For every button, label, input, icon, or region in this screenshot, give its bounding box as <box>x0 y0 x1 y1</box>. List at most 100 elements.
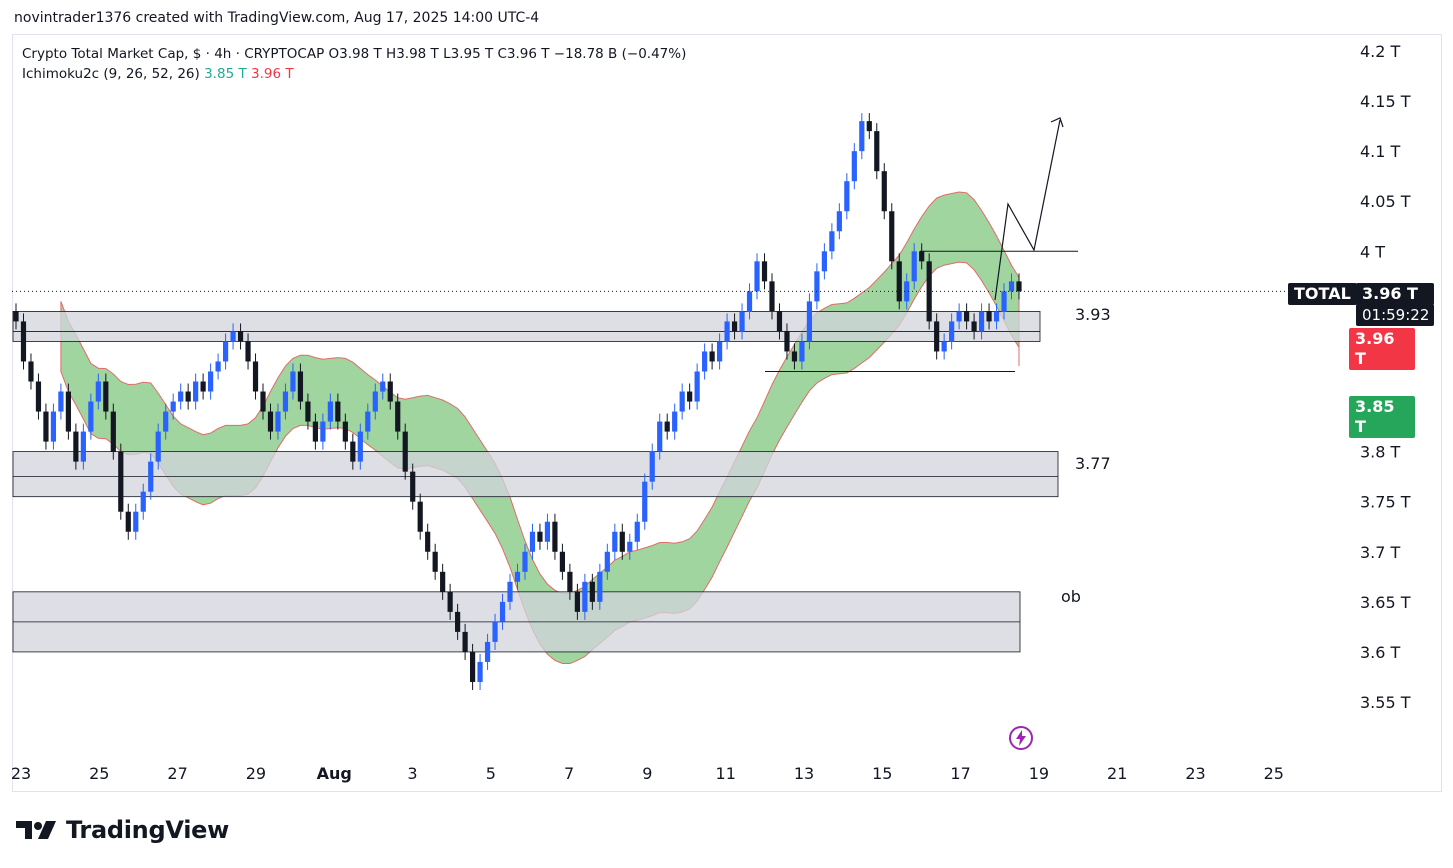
candle-99 <box>754 253 760 300</box>
x-tick-4: Aug <box>317 764 352 783</box>
candle-8 <box>73 423 79 470</box>
candle-48 <box>372 383 378 420</box>
bar-countdown-tag: 01:59:22 <box>1356 304 1434 326</box>
y-tick-3: 4.05 T <box>1360 192 1411 211</box>
projection-arrowhead <box>1050 117 1064 128</box>
tradingview-logo[interactable]: TradingView <box>16 816 229 844</box>
candle-60 <box>462 623 468 660</box>
candle-14 <box>118 443 124 520</box>
candle-132 <box>1001 283 1007 320</box>
candle-40 <box>312 413 319 450</box>
candle-32 <box>252 353 259 400</box>
y-tick-1: 4.15 T <box>1360 92 1411 111</box>
y-tick-0: 4.2 T <box>1360 42 1401 61</box>
x-tick-8: 9 <box>642 764 652 783</box>
y-tick-9: 3.75 T <box>1360 493 1411 512</box>
x-tick-5: 3 <box>407 764 417 783</box>
candle-16 <box>133 503 139 540</box>
candle-90 <box>687 383 693 410</box>
candles-layer <box>13 113 1022 690</box>
candle-31 <box>245 333 251 370</box>
brand-text: TradingView <box>66 816 229 844</box>
candle-71 <box>544 513 551 550</box>
candle-70 <box>537 523 543 550</box>
candle-47 <box>365 403 371 440</box>
flash-icon[interactable] <box>1007 724 1035 756</box>
candle-101 <box>769 273 775 320</box>
x-tick-9: 11 <box>716 764 736 783</box>
candle-75 <box>574 583 580 620</box>
candle-0 <box>13 303 19 330</box>
candle-119 <box>904 273 910 310</box>
candle-22 <box>178 383 184 410</box>
candle-19 <box>155 423 161 470</box>
x-tick-0: 23 <box>11 764 31 783</box>
candle-104 <box>791 343 798 370</box>
candle-57 <box>440 563 446 600</box>
candle-79 <box>604 543 610 580</box>
candle-124 <box>941 333 947 360</box>
candle-33 <box>260 383 266 420</box>
zones-layer <box>12 310 1059 653</box>
x-tick-2: 27 <box>167 764 187 783</box>
candle-108 <box>821 243 827 280</box>
candle-72 <box>552 513 558 560</box>
candle-134 <box>1016 273 1022 300</box>
candle-102 <box>776 303 783 340</box>
candle-109 <box>829 223 835 260</box>
y-tick-13: 3.55 T <box>1360 693 1411 712</box>
chart-legend: Crypto Total Market Cap, $ · 4h · CRYPTO… <box>22 44 686 84</box>
candle-28 <box>222 333 229 370</box>
candle-77 <box>589 573 595 610</box>
candle-50 <box>387 373 393 410</box>
x-tick-13: 19 <box>1029 764 1049 783</box>
candle-123 <box>934 313 940 360</box>
candle-114 <box>866 113 872 140</box>
candle-92 <box>702 343 708 380</box>
candle-69 <box>529 523 536 560</box>
candle-127 <box>964 303 970 330</box>
candle-100 <box>761 253 768 290</box>
time-axis: 23 25 27 29 Aug 3 5 7 9 11 13 15 17 19 21 23 25 <box>11 764 1284 783</box>
candle-45 <box>350 433 356 470</box>
candle-36 <box>282 383 289 420</box>
candle-35 <box>275 403 281 440</box>
x-tick-1: 25 <box>89 764 109 783</box>
candle-53 <box>410 463 416 510</box>
candle-20 <box>163 403 169 440</box>
symbol-tag: TOTAL <box>1288 283 1357 305</box>
x-tick-7: 7 <box>564 764 574 783</box>
candle-130 <box>986 303 992 330</box>
candle-3 <box>35 373 42 420</box>
y-tick-2: 4.1 T <box>1360 142 1401 161</box>
candle-12 <box>103 373 109 420</box>
candle-85 <box>649 443 655 490</box>
chart-caption: novintrader1376 created with TradingView… <box>14 10 540 26</box>
candle-17 <box>140 483 146 520</box>
candle-93 <box>709 343 715 370</box>
candle-30 <box>237 323 244 350</box>
y-tick-8: 3.8 T <box>1360 443 1401 462</box>
x-tick-16: 25 <box>1264 764 1284 783</box>
candle-59 <box>455 603 461 640</box>
candle-23 <box>185 383 191 410</box>
candle-55 <box>425 523 431 560</box>
price-axis: 4.2 T4.15 T4.1 T4.05 T4 T3.95 T3.9 T3.85… <box>1360 42 1411 712</box>
y-tick-4: 4 T <box>1360 242 1385 261</box>
candle-61 <box>469 643 476 690</box>
projection-path <box>994 119 1061 301</box>
candle-96 <box>731 313 738 340</box>
candle-81 <box>619 523 625 560</box>
candle-9 <box>80 423 86 470</box>
candle-64 <box>492 613 498 650</box>
candle-129 <box>978 303 985 340</box>
candle-15 <box>125 503 131 540</box>
candle-29 <box>230 323 236 350</box>
zone-2 <box>12 591 1021 653</box>
candle-56 <box>432 543 438 580</box>
y-tick-10: 3.7 T <box>1360 543 1401 562</box>
candle-49 <box>380 373 386 400</box>
candle-115 <box>874 123 880 180</box>
candle-34 <box>267 403 274 440</box>
